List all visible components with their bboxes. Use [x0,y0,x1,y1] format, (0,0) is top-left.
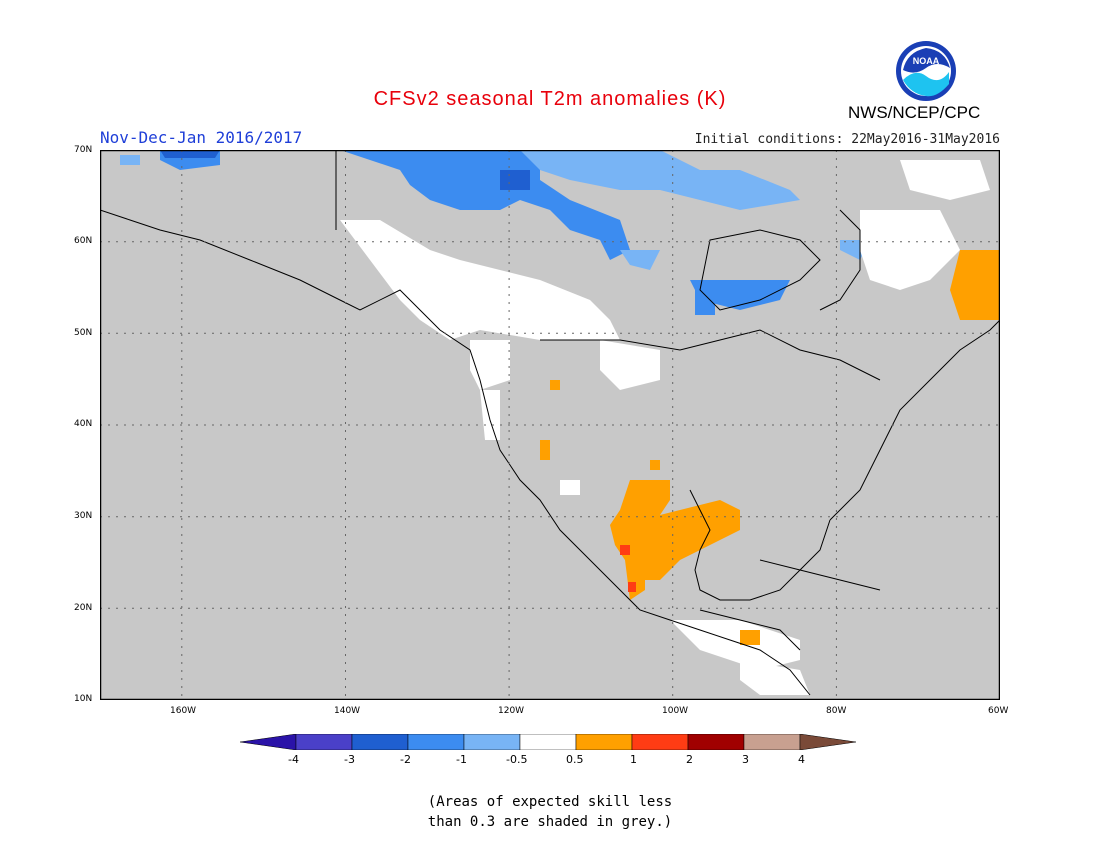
colorbar-label: -1 [456,753,467,766]
strong-warm-anomaly-regions [620,545,636,592]
lon-label: 100W [662,706,689,716]
colorbar-swatch [295,734,353,750]
colorbar-label: 0.5 [566,753,584,766]
lat-label: 70N [74,145,93,155]
lon-label: 120W [498,706,525,716]
lat-label: 20N [74,603,93,613]
logo-text: NOAA [913,56,940,66]
colorbar-label: 2 [686,753,693,766]
dark-cold-anomaly-regions [160,150,530,190]
colorbar-label: 1 [630,753,637,766]
lon-label: 60W [988,706,1009,716]
colorbar-swatch [407,734,465,750]
colorbar-label: -0.5 [506,753,528,766]
colorbar-label: -4 [288,753,299,766]
colorbar-label: -3 [344,753,355,766]
colorbar-swatch [463,734,521,750]
coastlines [100,150,1000,696]
colorbar-label: -2 [400,753,411,766]
colorbar-arrow-high [799,734,857,750]
colorbar-swatches [240,734,857,750]
lat-label: 50N [74,328,93,338]
colorbar-label: 3 [742,753,749,766]
map-frame [100,150,1000,700]
colorbar-arrow-low [240,734,297,750]
colorbar-swatch [743,734,801,750]
skill-note-line: than 0.3 are shaded in grey.) [427,814,673,830]
skill-note-line: (Areas of expected skill less [427,794,673,810]
lat-label: 10N [74,694,93,704]
colorbar-swatch [351,734,409,750]
cold-anomaly-regions [160,150,790,315]
lon-label: 80W [826,706,847,716]
warm-anomaly-regions [540,250,1000,645]
skill-note: (Areas of expected skill less than 0.3 a… [0,792,1100,832]
map-title: CFSv2 seasonal T2m anomalies (K) [373,88,727,110]
initial-conditions-label: Initial conditions: 22May2016-31May2016 [694,132,1000,147]
noaa-logo: NOAA [896,41,956,101]
colorbar-swatch [575,734,633,750]
colorbar [240,734,857,750]
lat-label: 30N [74,511,93,521]
lon-label: 160W [170,706,197,716]
anomaly-map [100,150,1000,700]
neutral-regions [340,160,990,695]
colorbar-label: 4 [798,753,805,766]
season-label: Nov-Dec-Jan 2016/2017 [100,128,303,147]
lat-label: 40N [74,419,93,429]
colorbar-swatch [687,734,745,750]
grid-lines [100,150,1000,700]
organization-label: NWS/NCEP/CPC [848,103,981,122]
colorbar-swatch [519,734,577,750]
colorbar-swatch [631,734,689,750]
lon-label: 140W [334,706,361,716]
lat-label: 60N [74,236,93,246]
